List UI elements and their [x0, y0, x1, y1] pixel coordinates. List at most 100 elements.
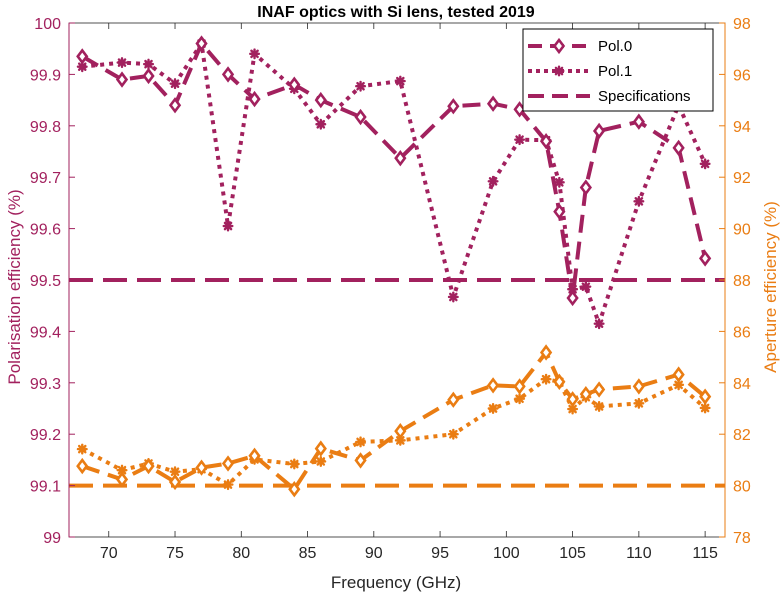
polarisation-pol0-line	[81, 41, 708, 300]
polarisation-pol0-point	[539, 133, 553, 150]
x-tick-label: 115	[692, 545, 718, 562]
polarisation-pol1-point	[593, 318, 605, 330]
chart-title: INAF optics with Si lens, tested 2019	[257, 4, 535, 21]
polarisation-pol0-point	[354, 108, 367, 126]
right-y-tick-label: 98	[733, 16, 751, 33]
polarisation-pol1-point	[143, 58, 155, 70]
left-y-tick-label: 99.8	[30, 119, 61, 136]
x-tick-label: 95	[431, 545, 449, 562]
polarisation-pol0-point	[221, 66, 235, 83]
aperture-pol0-point	[486, 377, 500, 394]
polarisation-pol1-point	[447, 291, 459, 303]
x-tick-label: 100	[493, 545, 520, 562]
aperture-pol1-point	[447, 428, 459, 440]
aperture-pol0-point	[248, 447, 261, 464]
aperture-pol1-point	[288, 458, 300, 470]
aperture-pol0-point	[314, 440, 327, 457]
aperture-pol0-point	[672, 366, 685, 383]
polarisation-pol0-point	[553, 203, 566, 220]
aperture-pol0-point	[115, 471, 129, 488]
polarisation-pol1-point	[249, 48, 261, 60]
aperture-pol0-point	[553, 373, 566, 390]
polarisation-pol0-point	[592, 122, 606, 140]
aperture-pol1-line	[81, 377, 707, 487]
polarisation-pol0-point	[195, 35, 208, 52]
polarisation-pol1-point	[76, 61, 88, 73]
x-tick-label: 80	[232, 545, 250, 562]
aperture-pol0-point	[288, 481, 301, 498]
aperture-pol0-point	[221, 455, 235, 472]
bottom-axis: 70 75 80 85 90 95 100 105 110 115	[100, 23, 718, 562]
polarisation-pol0-point	[168, 97, 182, 114]
right-y-tick-label: 92	[733, 170, 751, 187]
aperture-pol0-point	[579, 385, 592, 403]
polarisation-pol0-point	[248, 90, 261, 108]
left-y-tick-label: 99.2	[30, 427, 61, 444]
polarisation-pol0-point	[632, 113, 645, 130]
polarisation-pol0-point	[288, 76, 301, 93]
aperture-pol0-point	[592, 381, 606, 398]
legend: Pol.0 Pol.1 Specifications	[522, 28, 714, 112]
polarisation-pol1-point	[699, 158, 711, 170]
left-y-tick-label: 99.1	[30, 479, 61, 496]
polarisation-pol1-point	[169, 78, 181, 90]
aperture-pol0-line	[81, 350, 707, 492]
x-tick-label: 90	[365, 545, 383, 562]
polarisation-pol0-point	[447, 98, 460, 115]
polarisation-pol0-point	[566, 289, 579, 307]
aperture-pol0-point	[513, 378, 526, 395]
right-y-tick-label: 96	[733, 67, 751, 84]
polarisation-pol1-point	[355, 80, 367, 92]
legend-label-specifications: Specifications	[598, 88, 691, 105]
right-y-tick-label: 78	[733, 530, 751, 547]
x-tick-label: 110	[626, 545, 652, 562]
aperture-pol1-point	[76, 443, 88, 455]
polarisation-pol0-point	[76, 48, 89, 65]
polarisation-pol1-point	[315, 118, 327, 130]
x-tick-label: 75	[166, 545, 184, 562]
legend-label-pol1: Pol.1	[598, 63, 632, 80]
left-y-tick-label: 99.3	[30, 376, 61, 393]
left-y-tick-label: 99.4	[30, 324, 61, 341]
aperture-pol0-point	[566, 391, 579, 408]
polarisation-pol1-point	[487, 175, 499, 187]
right-y-axis-label: Aperture efficiency (%)	[761, 201, 780, 373]
aperture-pol1-point	[222, 479, 234, 491]
aperture-pol0-point	[539, 344, 553, 361]
left-axis: 99 99.1 99.2 99.3 99.4 99.5 99.6 99.7 99.8 99.9 10…	[30, 16, 75, 547]
polarisation-pol1-point	[394, 75, 406, 87]
polarisation-pol0-point	[115, 71, 129, 88]
right-y-tick-label: 80	[733, 479, 751, 496]
legend-marker-pol0	[552, 37, 566, 55]
right-y-tick-label: 82	[733, 427, 751, 444]
x-axis-label: Frequency (GHz)	[331, 573, 461, 592]
polarisation-pol0-point	[579, 179, 592, 196]
aperture-pol0-point	[168, 473, 182, 491]
polarisation-pol0-point	[314, 91, 327, 109]
right-y-tick-label: 84	[733, 376, 751, 393]
legend-label-pol0: Pol.0	[598, 38, 632, 55]
aperture-pol1-point	[633, 397, 645, 409]
polarisation-pol1-point	[222, 220, 234, 232]
right-y-tick-label: 94	[733, 119, 751, 136]
right-y-tick-label: 88	[733, 273, 751, 290]
polarisation-pol1-point	[514, 134, 526, 146]
x-tick-label: 85	[299, 545, 317, 562]
polarisation-pol0-point	[394, 150, 407, 167]
left-y-tick-label: 99.9	[30, 67, 61, 84]
aperture-pol0-point	[76, 457, 89, 475]
left-y-tick-label: 99.5	[30, 273, 61, 290]
aperture-pol1-point	[394, 434, 406, 446]
polarisation-pol1-point	[116, 57, 128, 69]
aperture-pol0-point	[195, 459, 208, 476]
legend-marker-pol1	[553, 65, 565, 77]
right-y-tick-label: 90	[733, 222, 751, 239]
polarisation-pol0-point	[142, 67, 155, 85]
aperture-pol1-point	[514, 393, 526, 405]
left-y-tick-label: 99.6	[30, 222, 61, 239]
aperture-pol0-point	[632, 378, 645, 395]
x-tick-label: 70	[100, 545, 118, 562]
left-y-tick-label: 99.7	[30, 170, 61, 187]
right-y-tick-label: 86	[733, 324, 751, 341]
